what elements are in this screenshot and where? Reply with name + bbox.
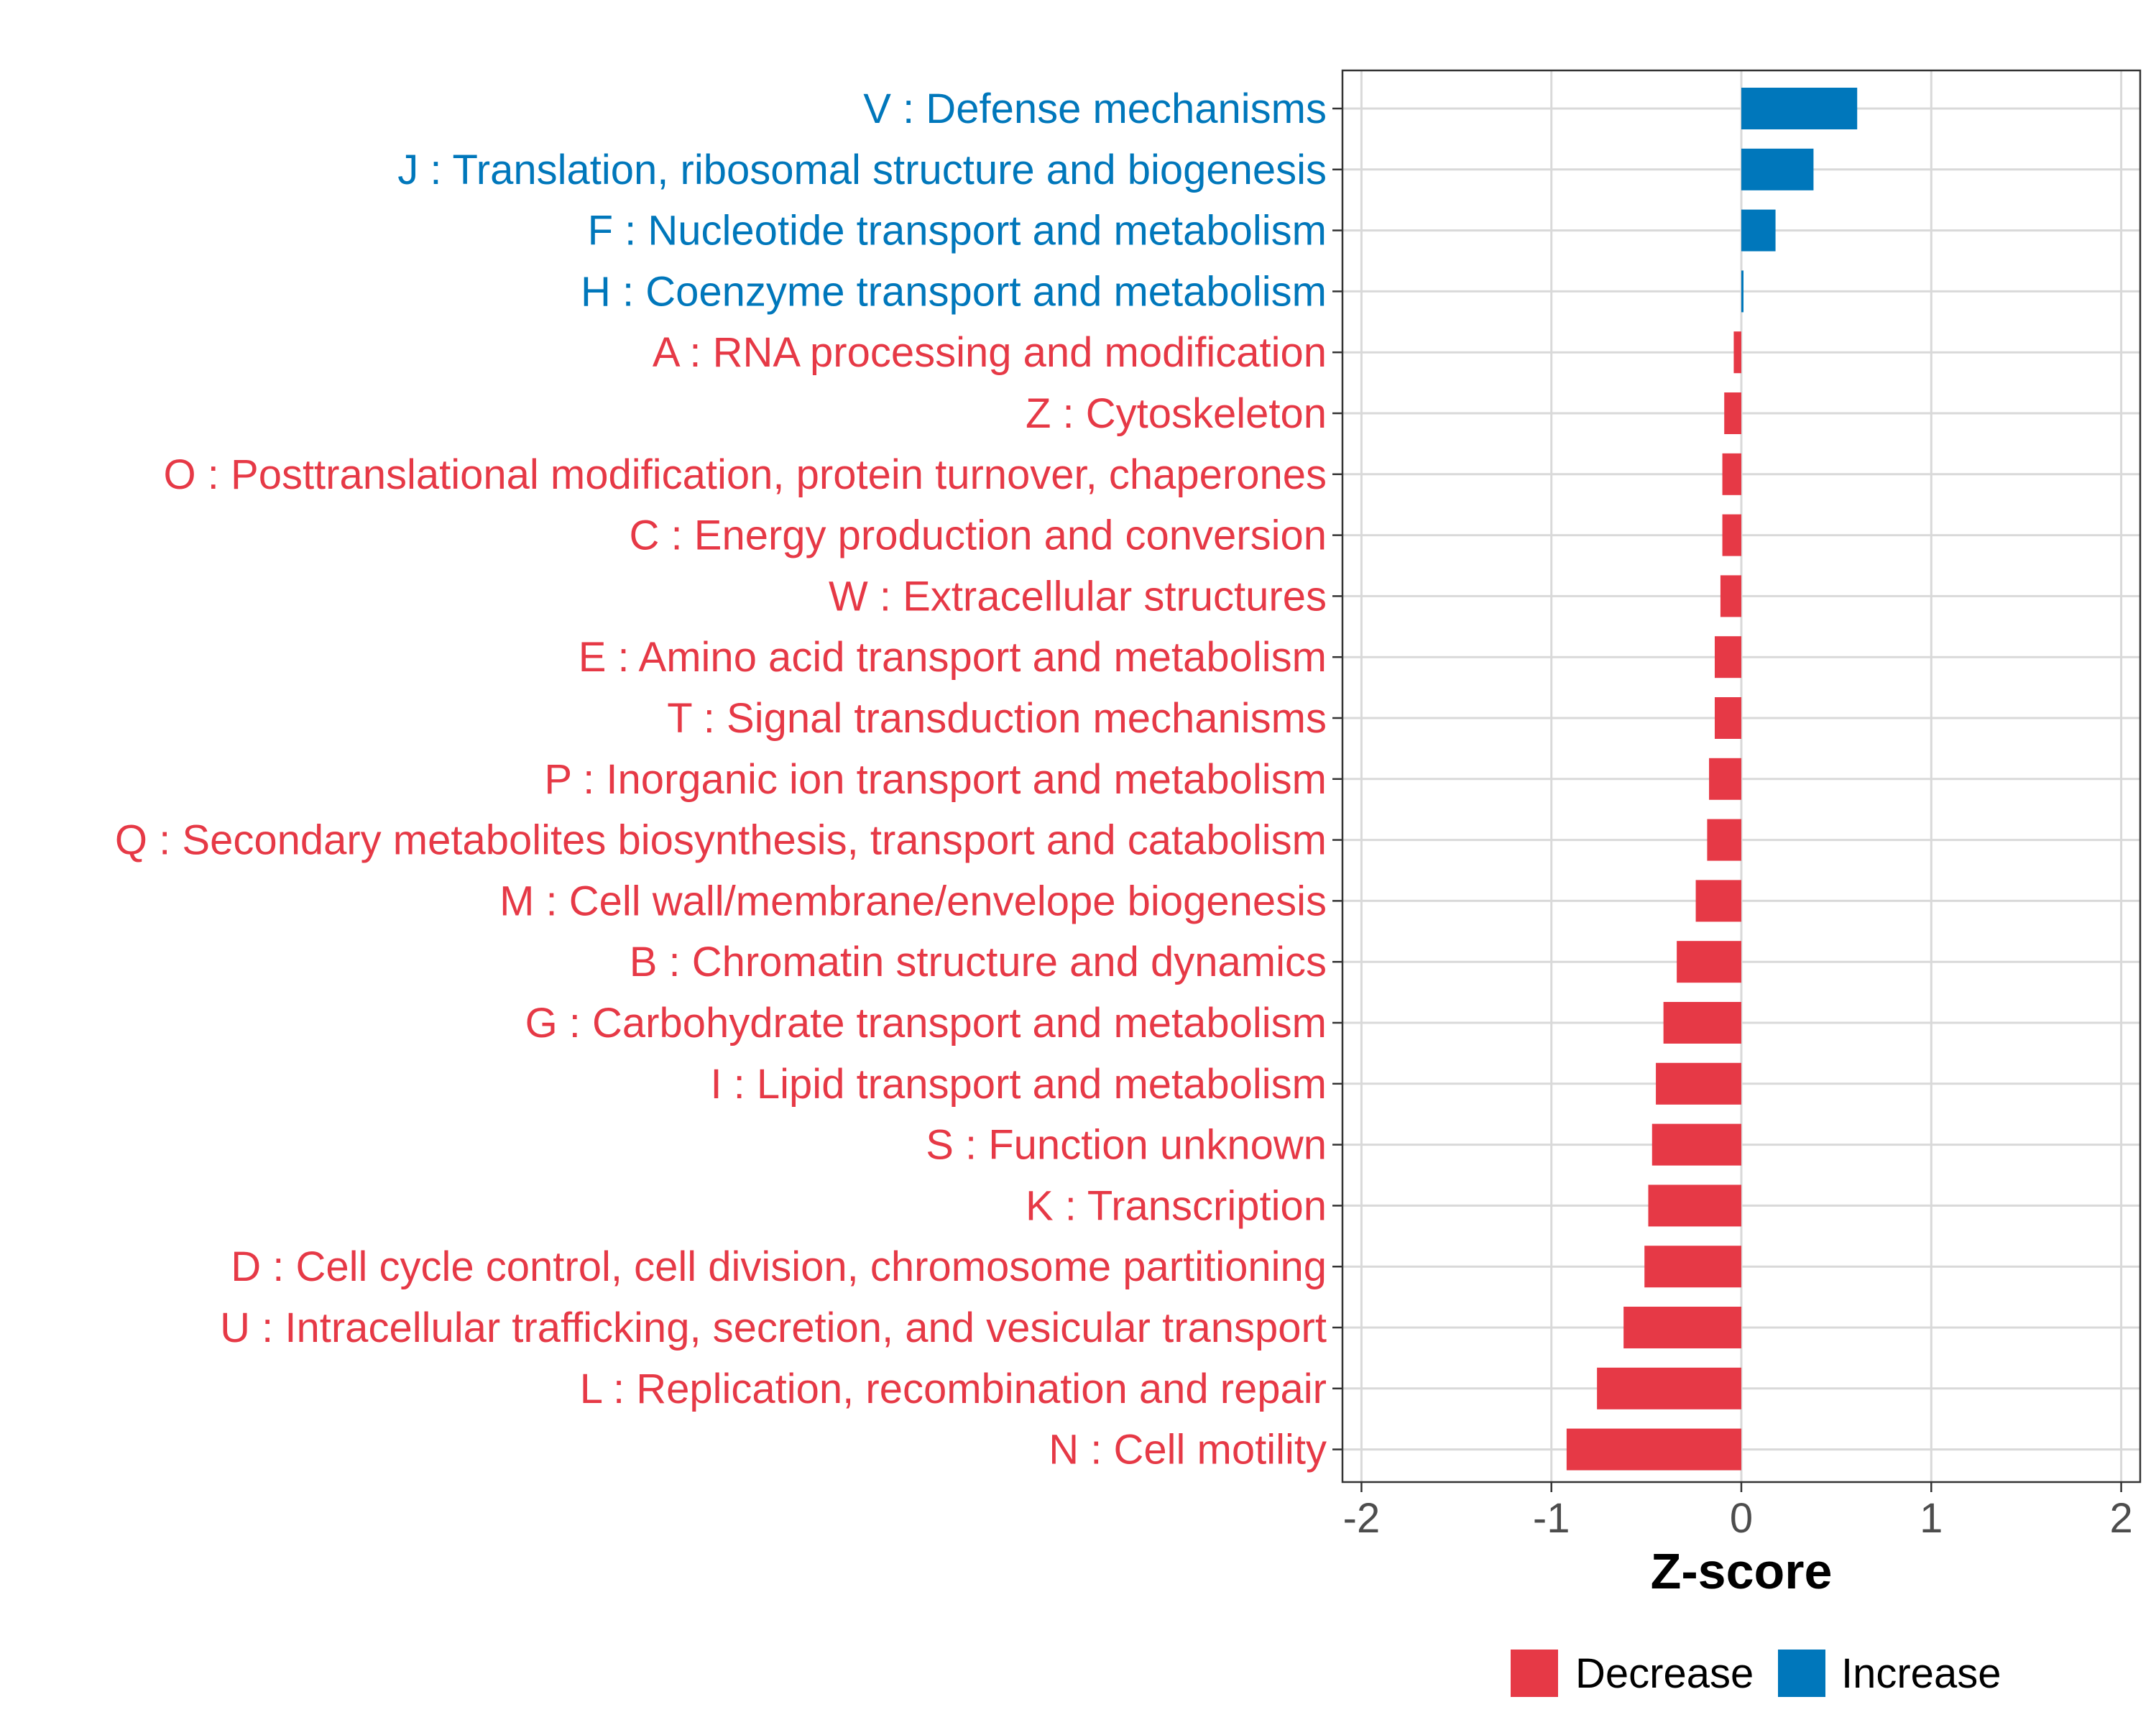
y-axis-ticks xyxy=(1332,107,1342,1450)
bar-q xyxy=(1707,819,1741,861)
bar-k xyxy=(1648,1184,1741,1227)
category-label: I : Lipid transport and metabolism xyxy=(710,1061,1327,1108)
category-label: H : Coenzyme transport and metabolism xyxy=(581,268,1327,315)
bar-h xyxy=(1741,270,1743,313)
category-label: K : Transcription xyxy=(1026,1182,1327,1229)
bar-b xyxy=(1677,941,1741,983)
category-label: S : Function unknown xyxy=(926,1122,1327,1169)
bar-e xyxy=(1715,636,1741,678)
category-label: L : Replication, recombination and repai… xyxy=(580,1366,1327,1412)
category-label: O : Posttranslational modification, prot… xyxy=(164,451,1327,498)
category-label: D : Cell cycle control, cell division, c… xyxy=(231,1243,1327,1290)
legend-key-increase xyxy=(1778,1650,1825,1697)
category-label: U : Intracellular trafficking, secretion… xyxy=(220,1305,1327,1351)
bar-z xyxy=(1724,392,1741,434)
x-axis-title: Z-score xyxy=(1651,1543,1833,1599)
legend-label-decrease: Decrease xyxy=(1575,1650,1754,1697)
bar-d xyxy=(1644,1246,1741,1288)
category-label: P : Inorganic ion transport and metaboli… xyxy=(544,756,1327,803)
category-label: W : Extracellular structures xyxy=(829,573,1327,620)
bar-w xyxy=(1720,575,1741,617)
bar-o xyxy=(1722,453,1741,495)
bar-c xyxy=(1722,514,1741,556)
legend: Decrease Increase xyxy=(1511,1650,2001,1697)
category-label: E : Amino acid transport and metabolism xyxy=(579,634,1327,681)
category-label: F : Nucleotide transport and metabolism xyxy=(588,208,1327,254)
category-label: J : Translation, ribosomal structure and… xyxy=(397,147,1327,193)
category-label: G : Carbohydrate transport and metabolis… xyxy=(525,1000,1327,1046)
bar-f xyxy=(1741,209,1776,252)
bar-a xyxy=(1733,331,1741,374)
category-label: C : Energy production and conversion xyxy=(630,512,1327,559)
bars xyxy=(1566,88,1858,1471)
category-label: B : Chromatin structure and dynamics xyxy=(630,939,1327,985)
bar-t xyxy=(1715,697,1741,739)
category-label: Z : Cytoskeleton xyxy=(1026,390,1327,437)
category-label: Q : Secondary metabolites biosynthesis, … xyxy=(115,817,1327,864)
bar-j xyxy=(1741,148,1814,190)
bar-s xyxy=(1651,1123,1741,1166)
bar-m xyxy=(1695,880,1741,922)
x-tick-label: 1 xyxy=(1920,1495,1943,1542)
category-label: N : Cell motility xyxy=(1049,1427,1327,1473)
bar-l xyxy=(1597,1367,1741,1409)
category-label: T : Signal transduction mechanisms xyxy=(667,695,1327,742)
category-label: M : Cell wall/membrane/envelope biogenes… xyxy=(499,878,1327,924)
x-axis-ticks xyxy=(1360,1482,2122,1492)
x-tick-label: -2 xyxy=(1343,1495,1381,1542)
bar-p xyxy=(1709,758,1741,800)
bar-g xyxy=(1663,1002,1741,1044)
legend-key-decrease xyxy=(1511,1650,1558,1697)
legend-label-increase: Increase xyxy=(1841,1650,2001,1697)
category-label: V : Defense mechanisms xyxy=(863,86,1327,132)
x-tick-label: 2 xyxy=(2109,1495,2132,1542)
category-label: A : RNA processing and modification xyxy=(653,329,1327,376)
bar-v xyxy=(1741,88,1858,129)
y-axis-labels: V : Defense mechanisms J : Translation, r… xyxy=(115,86,1327,1473)
bar-n xyxy=(1566,1428,1741,1471)
x-axis-tick-labels: -2 -1 0 1 2 xyxy=(1343,1495,2133,1542)
bar-i xyxy=(1656,1062,1741,1105)
x-tick-label: 0 xyxy=(1730,1495,1753,1542)
x-tick-label: -1 xyxy=(1533,1495,1570,1542)
bar-u xyxy=(1623,1307,1741,1348)
